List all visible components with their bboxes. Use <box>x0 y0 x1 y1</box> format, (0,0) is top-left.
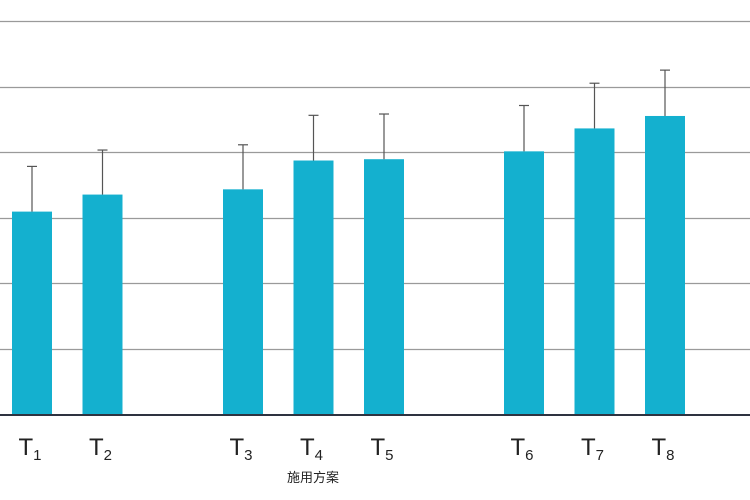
x-tick-label-7: T7 <box>581 434 604 464</box>
bar-2 <box>82 194 123 414</box>
error-bar-7 <box>589 82 600 129</box>
x-tick-label-1: T1 <box>18 434 41 464</box>
x-tick-label-8: T8 <box>651 434 674 464</box>
bars <box>12 115 685 415</box>
error-bar-4 <box>308 114 319 161</box>
error-bar-2 <box>97 149 108 195</box>
bar-4 <box>293 160 334 414</box>
error-bar-1 <box>27 165 37 212</box>
error-bar-3 <box>238 144 248 190</box>
x-axis-label: 施用方案 <box>287 470 339 486</box>
x-tick-label-6: T6 <box>510 434 533 464</box>
x-tick-labels: T1 T2 T3 T4 T5 T6 T7 T8 <box>18 434 674 464</box>
x-tick-label-5: T5 <box>370 434 393 464</box>
x-tick-label-2: T2 <box>89 434 112 464</box>
bar-5 <box>364 159 404 414</box>
x-tick-label-4: T4 <box>300 434 323 464</box>
bar-7 <box>574 128 615 415</box>
error-bar-8 <box>660 69 670 116</box>
error-bars <box>27 69 670 212</box>
x-tick-label-3: T3 <box>229 434 252 464</box>
bar-6 <box>504 151 544 414</box>
bar-8 <box>645 115 685 414</box>
error-bar-6 <box>519 104 529 152</box>
error-bar-5 <box>379 113 389 160</box>
bar-1 <box>12 211 52 414</box>
bar-3 <box>223 189 263 414</box>
